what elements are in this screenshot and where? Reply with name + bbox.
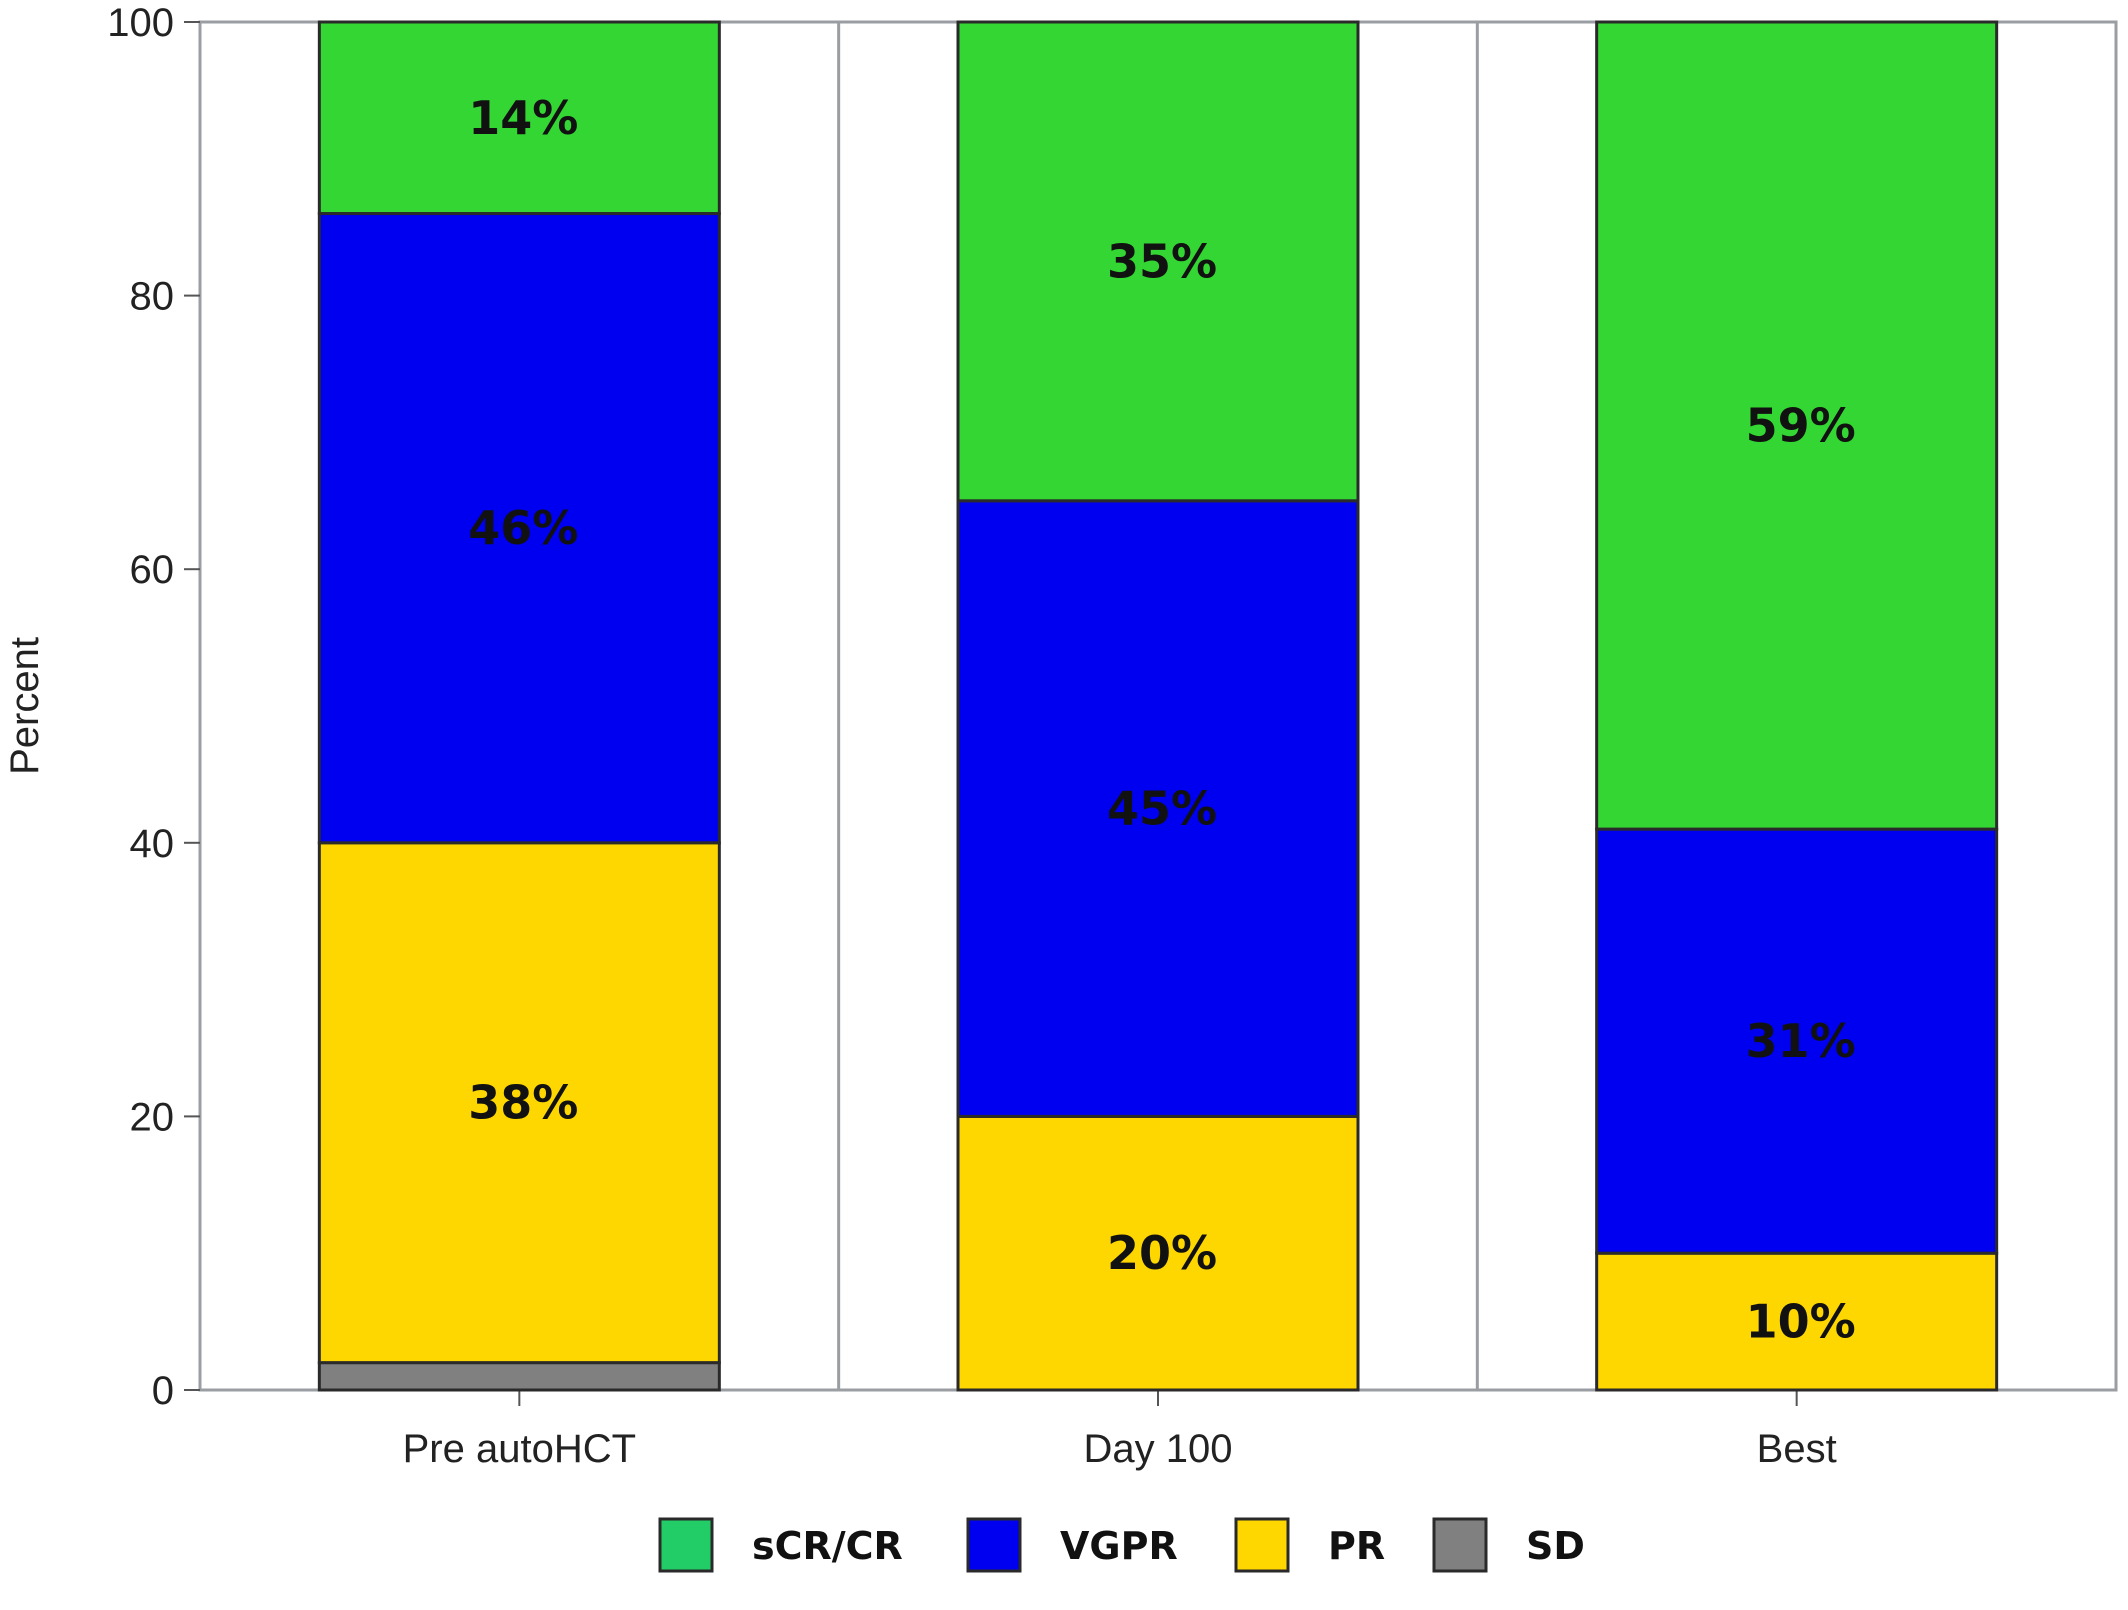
legend-swatch-vgpr bbox=[966, 1517, 1022, 1573]
bar-segment-pr bbox=[956, 1114, 1360, 1392]
data-label: 14% bbox=[468, 91, 578, 145]
legend-label: PR bbox=[1328, 1524, 1385, 1568]
data-label: 46% bbox=[468, 501, 578, 555]
bar-segment-scr-cr bbox=[317, 20, 721, 216]
bar-segment-pr bbox=[1595, 1251, 1999, 1392]
bar-segment-vgpr bbox=[1595, 827, 1999, 1255]
bar-segment-scr-cr bbox=[956, 20, 1360, 503]
legend-swatch-pr bbox=[1234, 1517, 1290, 1573]
legend-label: sCR/CR bbox=[752, 1524, 903, 1568]
legend-label: VGPR bbox=[1060, 1524, 1178, 1568]
bar-segment-scr-cr bbox=[1595, 20, 1999, 831]
bar-segment-pr bbox=[317, 841, 721, 1365]
data-label: 45% bbox=[1107, 782, 1217, 836]
data-label: 31% bbox=[1746, 1014, 1856, 1068]
legend-label: SD bbox=[1526, 1524, 1585, 1568]
data-label: 59% bbox=[1746, 399, 1856, 453]
x-tick-label: Day 100 bbox=[1084, 1427, 1233, 1471]
data-label: 35% bbox=[1107, 234, 1217, 288]
y-axis-title: Percent bbox=[3, 637, 47, 775]
y-tick-label: 100 bbox=[107, 1, 174, 45]
data-label: 10% bbox=[1746, 1295, 1856, 1349]
y-tick-label: 60 bbox=[130, 548, 175, 592]
y-tick-label: 80 bbox=[130, 275, 175, 319]
bar-segment-vgpr bbox=[317, 212, 721, 845]
bar-segment-vgpr bbox=[956, 499, 1360, 1118]
data-label: 38% bbox=[468, 1076, 578, 1130]
y-tick-label: 0 bbox=[152, 1369, 174, 1413]
x-tick-label: Best bbox=[1757, 1427, 1837, 1471]
x-tick-label: Pre autoHCT bbox=[403, 1427, 636, 1471]
legend-swatch-sd bbox=[1432, 1517, 1488, 1573]
legend-swatch-scr-cr bbox=[658, 1517, 714, 1573]
data-label: 20% bbox=[1107, 1226, 1217, 1280]
y-tick-label: 20 bbox=[130, 1095, 175, 1139]
y-tick-label: 40 bbox=[130, 822, 175, 866]
bar-segment-sd bbox=[317, 1361, 721, 1392]
